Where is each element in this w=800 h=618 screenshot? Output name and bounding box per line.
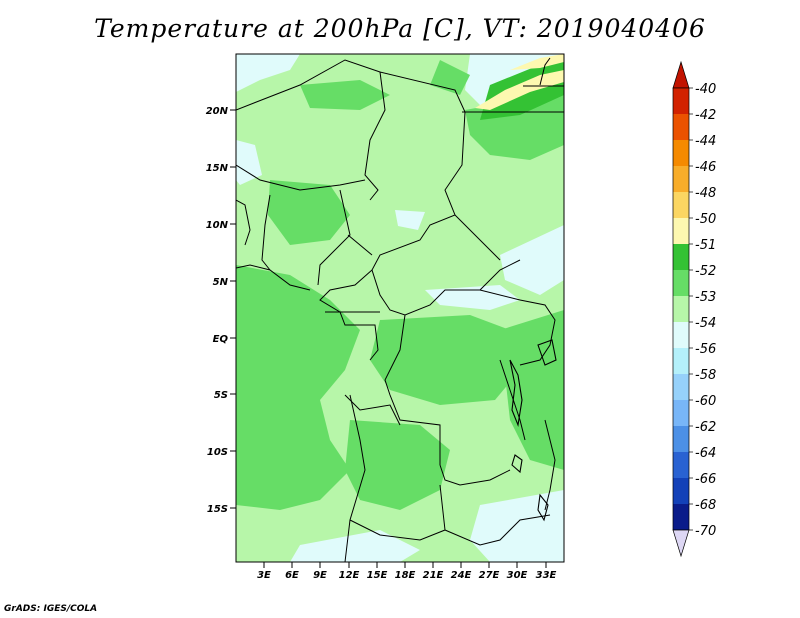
colorbar-bottom-arrow — [672, 529, 690, 558]
field-band-52-west — [236, 265, 360, 510]
lat-tick-10s: 10S — [207, 447, 236, 458]
colorbar-block — [673, 166, 689, 193]
map-title: Temperature at 200hPa [C], VT: 201904040… — [94, 14, 706, 43]
colorbar-label: -68 — [695, 498, 716, 513]
field-band-54-w — [236, 140, 262, 185]
lat-label-5s: 5S — [214, 390, 228, 401]
field-band-52-south — [345, 420, 450, 510]
lon-label-33e: 33E — [536, 570, 557, 581]
colorbar-label: -42 — [695, 108, 716, 123]
colorbar-block — [673, 400, 689, 427]
lat-label-10s: 10S — [207, 447, 228, 458]
field-band-54-se — [470, 490, 564, 562]
lon-axis: 3E 6E 9E 12E 15E 18E 21E 24E 27E 30E 33E — [257, 562, 557, 581]
colorbar-block — [673, 270, 689, 297]
lakes — [509, 339, 557, 522]
lat-tick-eq: EQ — [213, 334, 236, 345]
lat-label-15s: 15S — [207, 504, 228, 515]
lon-tick-18e: 18E — [395, 562, 416, 581]
colorbar-label: -62 — [695, 420, 716, 435]
lon-label-27e: 27E — [479, 570, 500, 581]
lon-label-24e: 24E — [451, 570, 472, 581]
colorbar-label: -56 — [695, 342, 716, 357]
colorbar-label: -40 — [695, 82, 716, 97]
colorbar-label: -46 — [695, 160, 716, 175]
lat-label-eq: EQ — [213, 334, 229, 345]
lon-tick-33e: 33E — [536, 562, 557, 581]
lon-tick-3e: 3E — [257, 562, 271, 581]
lat-tick-5s: 5S — [214, 390, 236, 401]
field-band-52-sahara — [300, 80, 390, 110]
country-borders — [236, 57, 564, 562]
lat-tick-20n: 20N — [206, 106, 236, 117]
colorbar-label: -52 — [695, 264, 716, 279]
map-frame — [235, 53, 565, 563]
field-band-54-nw — [236, 54, 300, 92]
colorbar-label: -50 — [695, 212, 716, 227]
colorbar-block — [673, 426, 689, 453]
lon-label-21e: 21E — [423, 570, 444, 581]
temperature-field — [236, 54, 564, 562]
colorbar-block — [673, 478, 689, 505]
colorbar-label: -54 — [695, 316, 716, 331]
lon-label-30e: 30E — [507, 570, 528, 581]
grads-credit: GrADS: IGES/COLA — [4, 604, 98, 614]
colorbar-block — [673, 140, 689, 167]
colorbar-block — [673, 218, 689, 245]
colorbar-block — [673, 452, 689, 479]
colorbar-label: -60 — [695, 394, 716, 409]
colorbar-label: -66 — [695, 472, 716, 487]
colorbar-block — [673, 296, 689, 323]
field-band-54-center — [425, 285, 520, 310]
colorbar-block — [673, 88, 689, 115]
lat-tick-15n: 15N — [206, 163, 236, 174]
colorbar-block — [673, 192, 689, 219]
colorbar-top-arrow — [672, 60, 690, 89]
lon-tick-6e: 6E — [285, 562, 299, 581]
lon-label-15e: 15E — [367, 570, 388, 581]
lon-tick-27e: 27E — [479, 562, 500, 581]
colorbar-block — [673, 348, 689, 375]
lat-tick-15s: 15S — [207, 504, 236, 515]
lon-label-12e: 12E — [339, 570, 360, 581]
lat-label-5n: 5N — [213, 277, 229, 288]
lat-label-20n: 20N — [206, 106, 229, 117]
lon-tick-21e: 21E — [423, 562, 444, 581]
lon-tick-9e: 9E — [313, 562, 327, 581]
lon-tick-15e: 15E — [367, 562, 388, 581]
lon-tick-12e: 12E — [339, 562, 360, 581]
lon-label-3e: 3E — [257, 570, 271, 581]
colorbar-label: -51 — [695, 238, 716, 253]
colorbar-label: -70 — [695, 524, 716, 539]
colorbar-label: -44 — [695, 134, 716, 149]
colorbar-block — [673, 244, 689, 271]
lat-label-10n: 10N — [206, 220, 229, 231]
field-band-52-congo — [370, 315, 520, 405]
lat-tick-5n: 5N — [213, 277, 236, 288]
lon-tick-24e: 24E — [451, 562, 472, 581]
colorbar-block — [673, 504, 689, 531]
lat-tick-10n: 10N — [206, 220, 236, 231]
field-band-50-b — [510, 54, 564, 70]
colorbar: -40 -42 -44 -46 -48 -50 -51 -52 -53 -54 -56 -58 -60 -… — [672, 60, 716, 558]
lon-tick-30e: 30E — [507, 562, 528, 581]
colorbar-block — [673, 374, 689, 401]
colorbar-block — [673, 322, 689, 349]
field-band-54-patch — [395, 210, 425, 230]
colorbar-label: -53 — [695, 290, 716, 305]
colorbar-label: -64 — [695, 446, 716, 461]
lon-label-18e: 18E — [395, 570, 416, 581]
field-band-54-s — [290, 530, 420, 562]
colorbar-block — [673, 114, 689, 141]
colorbar-label: -58 — [695, 368, 716, 383]
lon-label-6e: 6E — [285, 570, 299, 581]
colorbar-label: -48 — [695, 186, 716, 201]
lat-label-15n: 15N — [206, 163, 229, 174]
field-band-52-nigeria — [268, 180, 350, 245]
field-band-54-east — [500, 225, 564, 295]
lat-axis: 20N 15N 10N 5N EQ 5S 10S 15S — [206, 106, 236, 515]
lon-label-9e: 9E — [313, 570, 327, 581]
